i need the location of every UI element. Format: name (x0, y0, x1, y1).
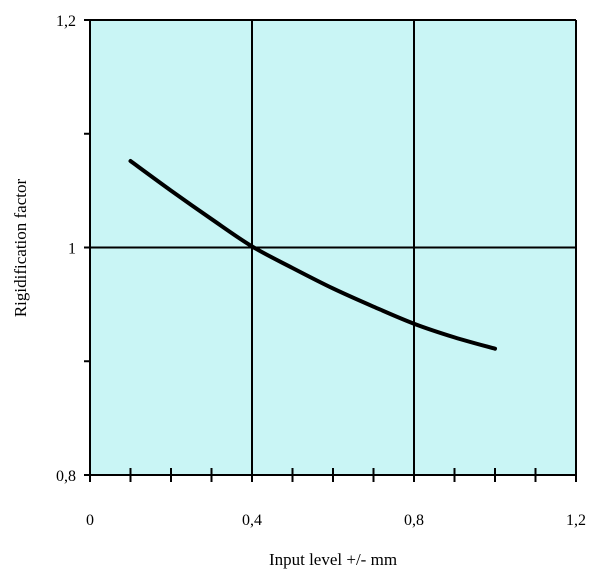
x-axis-title: Input level +/- mm (269, 550, 397, 569)
x-tick-label: 1,2 (566, 512, 586, 529)
series-line (128, 159, 497, 351)
x-tick-label: 0,4 (242, 512, 262, 529)
tick-labels: 0 0,4 0,8 1,2 0,8 1 1,2 (56, 13, 586, 529)
x-tick-label: 0,8 (404, 512, 424, 529)
tick-marks (84, 19, 577, 482)
y-axis-title: Rigidification factor (11, 179, 30, 318)
y-tick-label: 0,8 (56, 468, 76, 485)
y-tick-label: 1 (68, 241, 76, 258)
y-tick-label: 1,2 (56, 13, 76, 30)
series-layer (128, 159, 497, 351)
x-tick-label: 0 (86, 512, 94, 529)
